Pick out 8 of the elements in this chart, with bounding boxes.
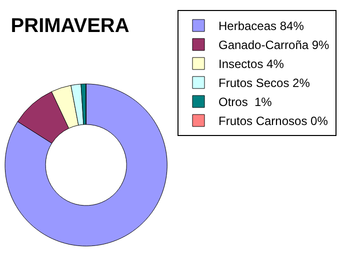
donut-slice xyxy=(4,84,168,246)
legend-label: Frutos Carnosos 0% xyxy=(218,114,328,128)
legend-label: Herbaceas 84% xyxy=(218,19,304,34)
chart-title: PRIMAVERA xyxy=(10,15,130,38)
legend-label: Otros 1% xyxy=(218,95,272,110)
legend-label: Ganado-Carroña 9% xyxy=(218,38,330,52)
legend-label: Frutos Secos 2% xyxy=(218,76,310,90)
legend-label: Insectos 4% xyxy=(218,57,284,72)
